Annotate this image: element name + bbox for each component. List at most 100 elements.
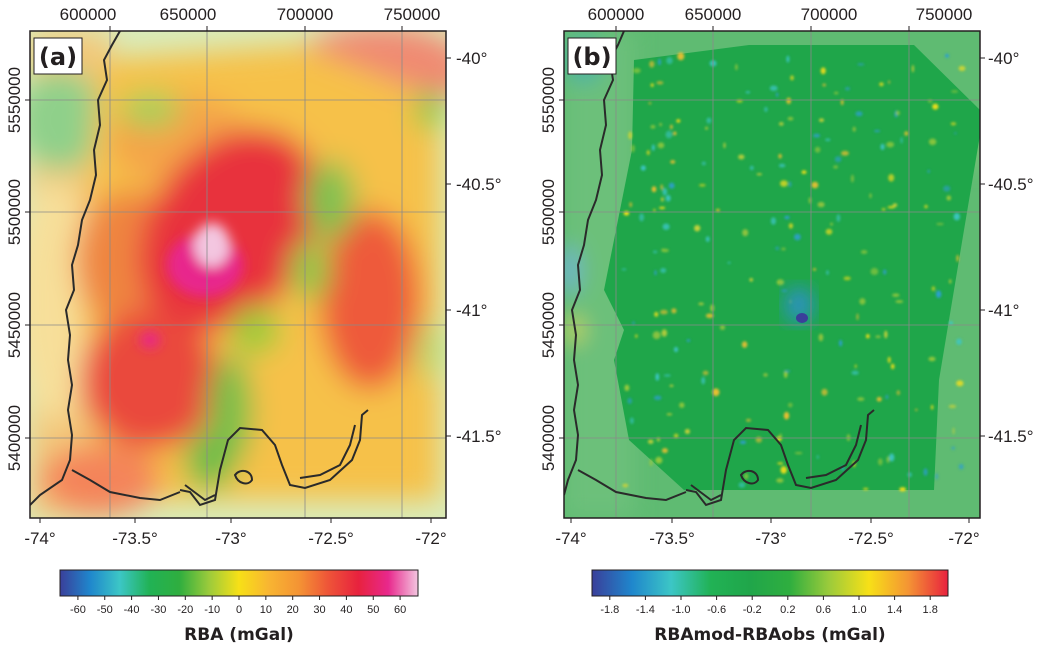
residual-speckle — [778, 153, 782, 159]
residual-speckle — [657, 142, 665, 149]
colorbar-tick-label: 50 — [367, 604, 379, 616]
lat-tick-a-2: -41° — [456, 301, 487, 320]
residual-speckles-b — [621, 52, 966, 492]
residual-speckle — [640, 165, 646, 171]
residual-speckle — [819, 118, 824, 122]
residual-speckle — [822, 83, 826, 87]
residual-speckle — [661, 329, 668, 337]
y-tick-left-b-0: 5550000 — [539, 67, 558, 133]
residual-speckle — [649, 60, 655, 68]
residual-speckle — [659, 122, 662, 127]
lat-tick-a-3: -41.5° — [456, 427, 502, 446]
residual-speckle — [834, 156, 842, 163]
residual-speckle — [679, 402, 685, 409]
lon-tick-a-1: -73.5° — [112, 529, 158, 548]
residual-speckle — [878, 458, 883, 466]
map-border-b — [563, 30, 981, 519]
residual-speckle — [869, 193, 872, 199]
residual-speckle — [949, 321, 953, 325]
residual-speckle — [781, 289, 788, 293]
colorbar-tick-label: -1.4 — [636, 604, 655, 616]
residual-speckle — [876, 397, 882, 402]
residual-speckle — [694, 225, 701, 232]
residual-speckle — [880, 143, 885, 150]
residual-low-b — [796, 313, 808, 323]
residual-speckle — [756, 173, 763, 176]
x-tick-top-a-1: 650000 — [160, 5, 217, 24]
residual-speckle — [656, 437, 661, 442]
residual-speckle — [833, 165, 838, 169]
panel-label-a: (a) — [33, 37, 83, 75]
residual-speckle — [834, 91, 839, 95]
residual-speckle — [958, 463, 964, 470]
residual-speckle — [775, 246, 779, 250]
residual-speckle — [746, 418, 751, 422]
residual-speckle — [857, 397, 865, 401]
x-tick-top-a-0: 600000 — [60, 5, 117, 24]
lat-tick-b-3: -41.5° — [988, 427, 1034, 446]
colorbar-ticks-a: -60 -50 -40 -30 -20 -10 0 10 20 30 40 50 60 — [70, 596, 406, 616]
residual-speckle — [698, 302, 704, 306]
residual-speckle — [745, 91, 751, 94]
colorbar-tick-label: 1.0 — [851, 604, 866, 616]
residual-speckle — [749, 278, 753, 282]
residual-speckle — [786, 55, 790, 63]
residual-speckle — [629, 202, 633, 208]
residual-speckle — [778, 163, 786, 168]
residual-speckle — [735, 63, 738, 71]
residual-speckle — [781, 247, 786, 251]
colorbar-tick-label: 0.6 — [816, 604, 831, 616]
residual-speckle — [928, 356, 936, 362]
x-axis-top-a — [109, 26, 403, 31]
residual-speckle — [780, 466, 787, 474]
residual-speckle — [935, 290, 942, 299]
residual-speckle — [954, 132, 957, 135]
lon-tick-b-4: -72° — [948, 529, 979, 548]
residual-speckle — [652, 331, 661, 340]
lon-axis-bottom-a — [39, 518, 432, 523]
residual-speckle — [874, 130, 881, 132]
lon-tick-a-0: -74° — [24, 529, 55, 548]
residual-speckle — [854, 364, 857, 368]
residual-speckle — [654, 270, 657, 276]
residual-speckle — [650, 125, 656, 129]
residual-speckle — [684, 429, 690, 434]
residual-speckle — [701, 161, 706, 166]
colorbar-tick-label: 0.2 — [780, 604, 795, 616]
residual-speckle — [943, 185, 951, 192]
colorbar-tick-label: -0.2 — [743, 604, 762, 616]
y-tick-left-a-3: 5400000 — [5, 405, 24, 471]
residual-speckle — [845, 87, 850, 91]
colorbar-tick-label: -30 — [150, 604, 166, 616]
residual-speckle — [814, 146, 821, 153]
residual-speckle — [624, 384, 630, 391]
lat-axis-right-b — [980, 57, 985, 437]
residual-speckle — [784, 215, 790, 220]
residual-speckle — [673, 433, 679, 438]
residual-speckle — [863, 487, 869, 491]
residual-speckle — [945, 53, 949, 58]
residual-speckle — [673, 346, 679, 353]
residual-speckle — [655, 456, 663, 464]
residual-speckle — [931, 286, 936, 292]
residual-speckle — [630, 417, 634, 425]
residual-speckle — [669, 384, 674, 387]
lat-tick-a-0: -40° — [456, 49, 487, 68]
y-tick-left-a-1: 5500000 — [5, 179, 24, 245]
residual-speckle — [705, 236, 710, 243]
residual-speckle — [788, 181, 792, 188]
residual-speckle — [895, 300, 904, 303]
residual-speckle — [738, 154, 745, 160]
residual-speckle — [665, 194, 671, 202]
residual-speckle — [950, 122, 957, 126]
residual-speckle — [953, 212, 960, 221]
panel-label-text-b: (b) — [572, 43, 611, 71]
residual-speckle — [870, 267, 879, 276]
residual-speckle — [646, 150, 650, 156]
residual-speckle — [830, 222, 833, 226]
residual-speckle — [715, 208, 720, 212]
residual-speckle — [892, 203, 898, 207]
residual-speckle — [776, 279, 785, 286]
residual-speckle — [813, 133, 821, 138]
residual-speckle — [821, 388, 828, 396]
